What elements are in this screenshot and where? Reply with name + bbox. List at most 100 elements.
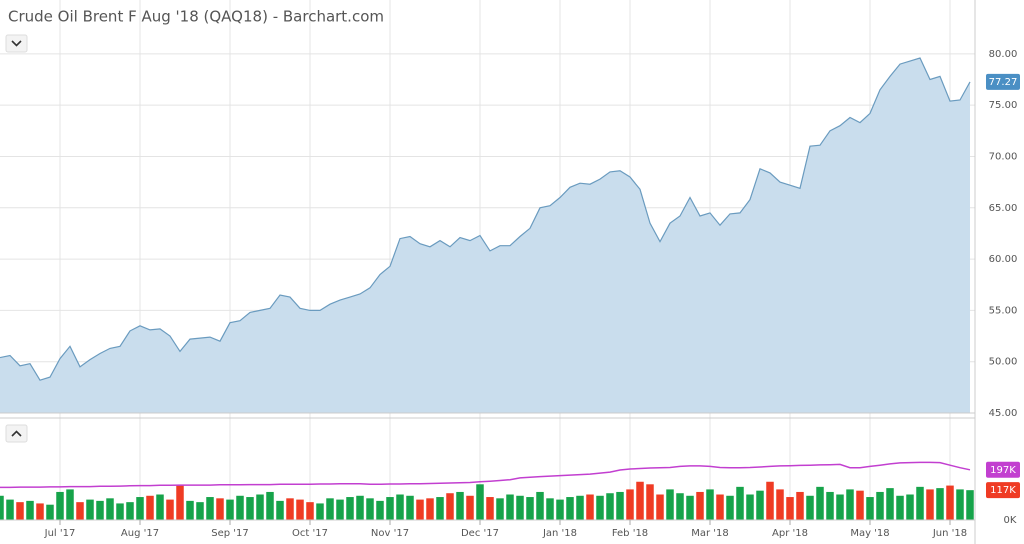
volume-bar: [246, 497, 254, 520]
volume-bar: [256, 494, 264, 520]
volume-bar: [746, 494, 754, 520]
volume-bar: [476, 484, 484, 520]
volume-bar: [306, 502, 314, 520]
x-tick-label: Nov '17: [371, 528, 409, 539]
volume-bar: [66, 489, 74, 520]
volume-bar: [856, 490, 864, 520]
y-tick-label: 75.00: [989, 100, 1018, 111]
x-tick-label: Dec '17: [461, 528, 499, 539]
volume-bar: [676, 493, 684, 520]
volume-bar: [506, 494, 514, 520]
collapse-button[interactable]: [5, 34, 28, 53]
volume-bar: [266, 491, 274, 520]
volume-bar: [546, 498, 554, 520]
volume-bar: [936, 488, 944, 520]
volume-bar: [196, 502, 204, 520]
volume-bar: [216, 498, 224, 520]
volume-bar: [696, 491, 704, 520]
volume-bar: [576, 495, 584, 520]
volume-bar: [276, 500, 284, 520]
last-volume-label-box: [986, 461, 1020, 478]
volume-bar: [786, 497, 794, 520]
volume-bar: [226, 499, 234, 520]
y-tick-label: 60.00: [989, 254, 1018, 265]
x-tick-label: Aug '17: [121, 528, 159, 539]
x-tick-label: Apr '18: [772, 528, 808, 539]
y-tick-label: 70.00: [989, 151, 1018, 162]
volume-bar: [366, 498, 374, 520]
volume-bar: [616, 491, 624, 520]
volume-bar: [686, 495, 694, 520]
volume-bar: [556, 499, 564, 520]
volume-bar: [766, 481, 774, 520]
x-tick-label: Sep '17: [211, 528, 249, 539]
volume-bar: [636, 481, 644, 520]
x-tick-label: Jul '17: [44, 528, 76, 539]
volume-bar: [626, 489, 634, 520]
volume-bar: [886, 488, 894, 520]
volume-bar: [736, 486, 744, 520]
volume-bar: [516, 495, 524, 520]
volume-bar: [176, 485, 184, 520]
volume-bar: [356, 495, 364, 520]
volume-bar: [646, 484, 654, 520]
volume-bar: [656, 494, 664, 520]
volume-bar: [36, 503, 44, 520]
volume-bar: [496, 498, 504, 520]
volume-bar: [756, 490, 764, 520]
y-tick-label: 55.00: [989, 305, 1018, 316]
volume-bar: [466, 495, 474, 520]
volume-bar: [376, 500, 384, 520]
volume-bar: [846, 489, 854, 520]
volume-bar: [946, 485, 954, 520]
volume-bar: [606, 493, 614, 520]
volume-bar: [836, 494, 844, 520]
volume-bar: [866, 497, 874, 520]
volume-bar: [156, 494, 164, 520]
volume-bar: [926, 489, 934, 520]
x-tick-label: Jan '18: [542, 528, 577, 539]
volume-bar: [406, 495, 414, 520]
volume-bar: [76, 502, 84, 520]
volume-bar: [706, 489, 714, 520]
volume-bar: [416, 499, 424, 520]
last-volume-label: 117K: [990, 485, 1016, 496]
volume-bar: [826, 491, 834, 520]
volume-bar: [26, 500, 34, 520]
volume-bar: [716, 494, 724, 520]
volume-bar: [106, 498, 114, 520]
volume-bar: [136, 497, 144, 520]
x-tick-label: Jun '18: [932, 528, 967, 539]
y-tick-label: 0K: [1004, 515, 1017, 526]
volume-bar: [426, 498, 434, 520]
volume-average-line: [0, 461, 971, 489]
volume-bar: [776, 489, 784, 520]
volume-bar: [206, 497, 214, 520]
volume-bar: [796, 491, 804, 520]
volume-bar: [876, 491, 884, 520]
last-price-label: 77.27: [989, 77, 1018, 88]
last-volume-label-box: [986, 482, 1020, 499]
x-tick-label: Feb '18: [612, 528, 648, 539]
volume-bar: [596, 495, 604, 520]
expand-button[interactable]: [5, 424, 28, 443]
volume-bar: [316, 503, 324, 520]
chart-title: Crude Oil Brent F Aug '18 (QAQ18) - Barc…: [8, 8, 384, 26]
y-tick-label: 50.00: [989, 357, 1018, 368]
volume-bar: [86, 499, 94, 520]
volume-bar: [126, 502, 134, 520]
volume-bar: [166, 499, 174, 520]
x-tick-label: Oct '17: [292, 528, 328, 539]
volume-bar: [726, 495, 734, 520]
volume-bar: [906, 494, 914, 520]
y-tick-label: 65.00: [989, 203, 1018, 214]
volume-bar: [396, 494, 404, 520]
volume-bar: [446, 493, 454, 520]
volume-bar: [806, 495, 814, 520]
volume-bar: [586, 494, 594, 520]
last-price-label-box: [986, 73, 1020, 90]
volume-bar: [566, 497, 574, 520]
volume-bar: [6, 499, 14, 520]
volume-bar: [56, 491, 64, 520]
